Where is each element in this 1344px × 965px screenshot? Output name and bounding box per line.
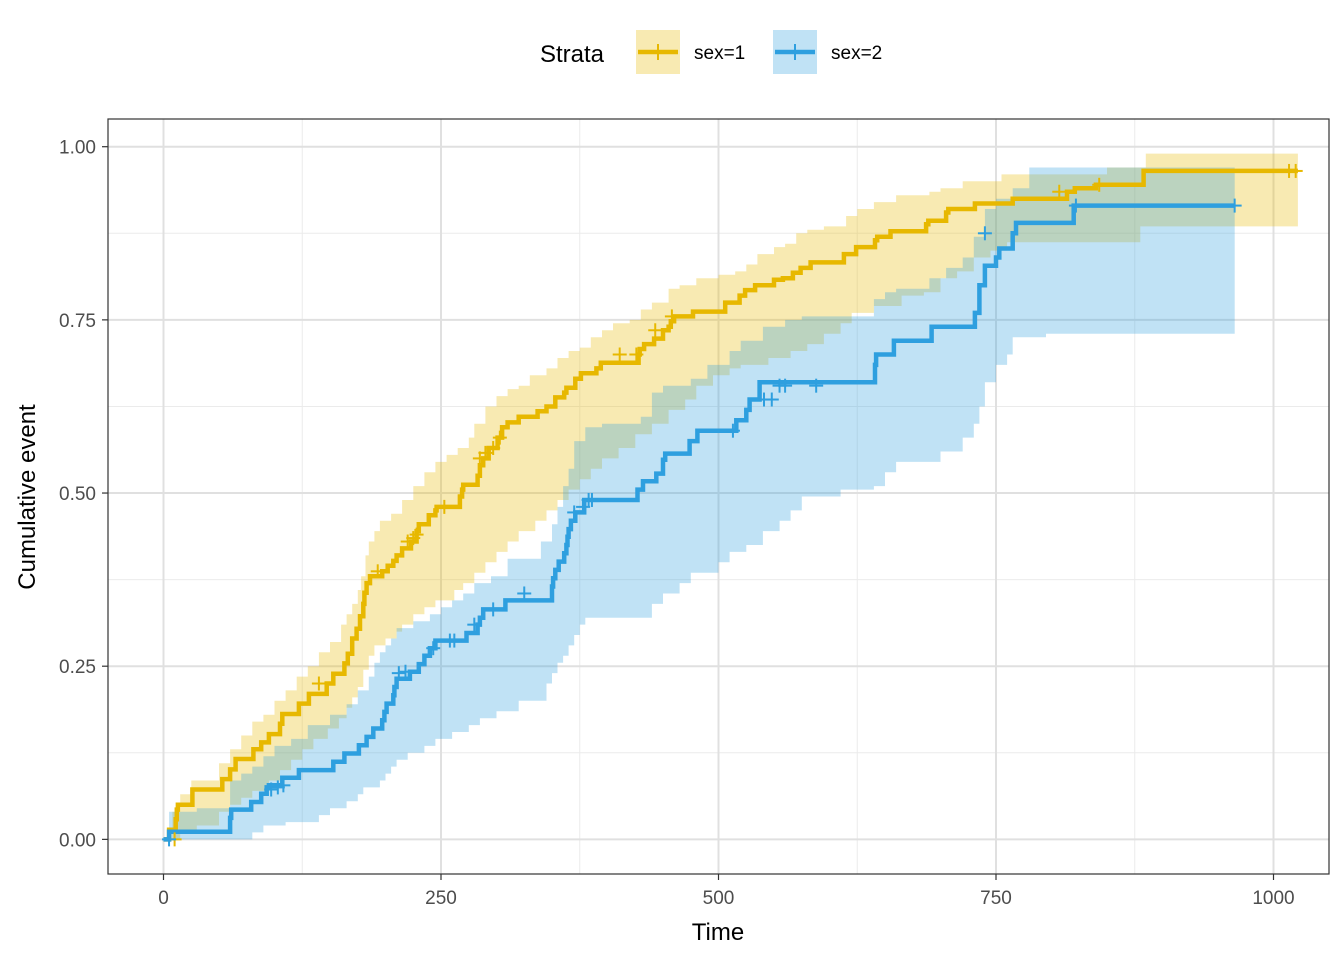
y-tick-label: 0.50 bbox=[59, 484, 96, 505]
series-2-censor-mark bbox=[778, 378, 793, 393]
legend-label: sex=2 bbox=[831, 43, 882, 64]
confidence-bands bbox=[163, 153, 1298, 840]
series-1-censor-mark bbox=[648, 323, 663, 338]
series-2-confidence-band bbox=[163, 167, 1235, 840]
series-2-censor-mark bbox=[162, 832, 177, 847]
axes: 0 250 500 750 1000 0.00 0.25 0.50 0.75 1.00 bbox=[59, 138, 1295, 909]
series-2-censor-mark bbox=[391, 666, 406, 681]
series-1-censor-mark bbox=[409, 527, 424, 542]
legend-item-2: sex=2 bbox=[773, 30, 882, 74]
series-2-censor-mark bbox=[764, 392, 779, 407]
series-lines bbox=[163, 168, 1298, 842]
series-1-censor-mark bbox=[492, 430, 507, 445]
series-1-censor-mark bbox=[629, 347, 644, 362]
series-1-censor-mark bbox=[437, 499, 452, 514]
series-2-censor-mark bbox=[1227, 198, 1242, 213]
y-tick-label: 0.25 bbox=[59, 657, 96, 678]
series-2-censor-mark bbox=[426, 641, 441, 656]
series-2-censor-mark bbox=[486, 602, 501, 617]
x-tick-label: 500 bbox=[703, 888, 735, 909]
x-tick-label: 750 bbox=[980, 888, 1012, 909]
series-2-censor-mark bbox=[977, 226, 992, 241]
series-2-censor-mark bbox=[809, 378, 824, 393]
x-tick-label: 1000 bbox=[1252, 888, 1294, 909]
series-1-censor-mark bbox=[311, 676, 326, 691]
series-1-censor-mark bbox=[486, 441, 501, 456]
x-tick-label: 0 bbox=[158, 888, 169, 909]
series-2-censor-mark bbox=[1068, 198, 1083, 213]
series-2-censor-mark bbox=[264, 782, 279, 797]
series-2-censor-mark bbox=[467, 617, 482, 632]
series-1-step-line bbox=[163, 168, 1298, 842]
series-2-censor-mark bbox=[276, 778, 291, 793]
series-2-censor-mark bbox=[725, 423, 740, 438]
y-tick-label: 0.00 bbox=[59, 830, 96, 851]
grid bbox=[108, 119, 1329, 874]
series-1-censor-mark bbox=[612, 347, 627, 362]
series-2-censor-mark bbox=[584, 492, 599, 507]
series-1-censor-mark bbox=[478, 445, 493, 460]
series-1-censor-mark bbox=[370, 564, 385, 579]
x-tick-label: 250 bbox=[425, 888, 457, 909]
y-tick-label: 1.00 bbox=[59, 138, 96, 159]
legend-item-1: sex=1 bbox=[636, 30, 745, 74]
series-1-censor-mark bbox=[1052, 184, 1067, 199]
series-2-step-line bbox=[163, 203, 1235, 842]
y-tick-label: 0.75 bbox=[59, 311, 96, 332]
legend-label: sex=1 bbox=[694, 43, 745, 64]
series-2-censor-mark bbox=[567, 505, 582, 520]
series-2-censor-mark bbox=[398, 664, 413, 679]
series-1-confidence-band bbox=[163, 153, 1298, 840]
series-2-censor-mark bbox=[517, 586, 532, 601]
series-1-censor-mark bbox=[1092, 177, 1107, 192]
x-axis-label: Time bbox=[692, 919, 744, 946]
series-1-censor-mark bbox=[406, 531, 421, 546]
series-1-censor-mark bbox=[1288, 163, 1303, 178]
censor-marks bbox=[162, 163, 1303, 847]
y-axis-label: Cumulative event bbox=[14, 404, 41, 590]
legend-title: Strata bbox=[540, 41, 605, 68]
legend: Strata sex=1 sex=2 bbox=[540, 30, 882, 74]
series-2-censor-mark bbox=[447, 633, 462, 648]
series-1-censor-mark bbox=[664, 309, 679, 324]
